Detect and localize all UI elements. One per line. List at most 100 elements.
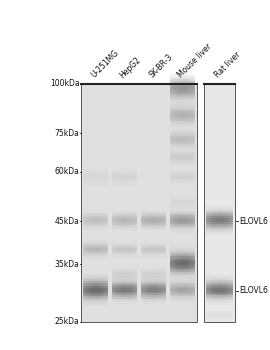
Bar — [175, 148, 176, 149]
Bar — [120, 169, 121, 170]
Bar — [175, 132, 176, 133]
Bar — [134, 241, 135, 243]
Bar — [149, 269, 150, 270]
Bar — [129, 210, 130, 211]
Bar — [154, 247, 155, 248]
Bar — [107, 247, 108, 248]
Bar — [160, 245, 161, 246]
Bar — [206, 284, 207, 286]
Bar — [117, 241, 118, 243]
Bar — [180, 267, 181, 270]
Bar — [102, 175, 103, 177]
Bar — [132, 229, 133, 231]
Bar — [179, 143, 180, 145]
Bar — [161, 277, 162, 278]
Bar — [144, 268, 145, 269]
Bar — [123, 273, 124, 274]
Bar — [92, 226, 93, 228]
Bar — [174, 110, 175, 111]
Bar — [187, 169, 188, 170]
Bar — [191, 270, 192, 272]
Bar — [222, 317, 223, 318]
Bar — [89, 222, 90, 223]
Bar — [171, 108, 172, 110]
Bar — [228, 220, 229, 222]
Bar — [180, 203, 181, 204]
Bar — [181, 95, 182, 97]
Bar — [95, 247, 96, 248]
Bar — [181, 261, 182, 263]
Bar — [123, 253, 124, 254]
Bar — [170, 172, 171, 173]
Bar — [192, 113, 193, 115]
Bar — [207, 222, 208, 224]
Bar — [177, 282, 178, 284]
Bar — [155, 279, 156, 280]
Bar — [148, 281, 149, 283]
Bar — [164, 241, 165, 243]
Bar — [218, 280, 219, 282]
Bar — [213, 274, 214, 276]
Bar — [104, 252, 105, 253]
Bar — [185, 159, 186, 160]
Bar — [162, 302, 163, 304]
Bar — [89, 294, 90, 296]
Bar — [132, 220, 133, 222]
Bar — [95, 228, 96, 229]
Bar — [135, 168, 136, 169]
Bar — [170, 148, 171, 149]
Bar — [178, 143, 179, 145]
Bar — [98, 273, 99, 275]
Bar — [124, 213, 125, 215]
Bar — [178, 172, 179, 173]
Bar — [179, 104, 180, 106]
Bar — [122, 251, 123, 252]
Bar — [83, 187, 84, 188]
Bar — [153, 213, 154, 215]
Bar — [183, 220, 184, 222]
Bar — [191, 152, 192, 153]
Bar — [226, 230, 227, 232]
Bar — [91, 251, 92, 252]
Bar — [192, 282, 193, 284]
Bar — [213, 312, 214, 313]
Bar — [161, 243, 162, 244]
Bar — [149, 297, 150, 299]
Bar — [190, 165, 191, 167]
Bar — [215, 294, 216, 295]
Bar — [194, 135, 195, 136]
Bar — [178, 173, 179, 175]
Bar — [92, 210, 93, 211]
Bar — [159, 278, 160, 279]
Bar — [132, 299, 133, 300]
Bar — [95, 217, 96, 219]
Bar — [181, 285, 182, 287]
Bar — [83, 273, 84, 275]
Bar — [178, 97, 179, 99]
Bar — [192, 119, 193, 121]
Bar — [214, 224, 215, 226]
Bar — [158, 226, 159, 228]
Bar — [117, 299, 118, 300]
Bar — [187, 298, 188, 300]
Bar — [94, 228, 95, 229]
Bar — [187, 209, 188, 210]
Bar — [186, 136, 187, 138]
Bar — [184, 230, 185, 232]
Bar — [90, 167, 91, 169]
Bar — [193, 175, 194, 176]
Bar — [181, 169, 182, 170]
Bar — [130, 283, 131, 285]
Bar — [90, 220, 91, 222]
Bar — [175, 300, 176, 301]
Bar — [146, 225, 147, 226]
Bar — [174, 128, 175, 130]
Bar — [176, 177, 177, 178]
Bar — [130, 216, 131, 217]
Bar — [132, 225, 133, 226]
Bar — [131, 297, 132, 299]
Bar — [83, 211, 84, 213]
Bar — [170, 110, 171, 111]
Bar — [189, 280, 190, 282]
Bar — [157, 272, 158, 273]
